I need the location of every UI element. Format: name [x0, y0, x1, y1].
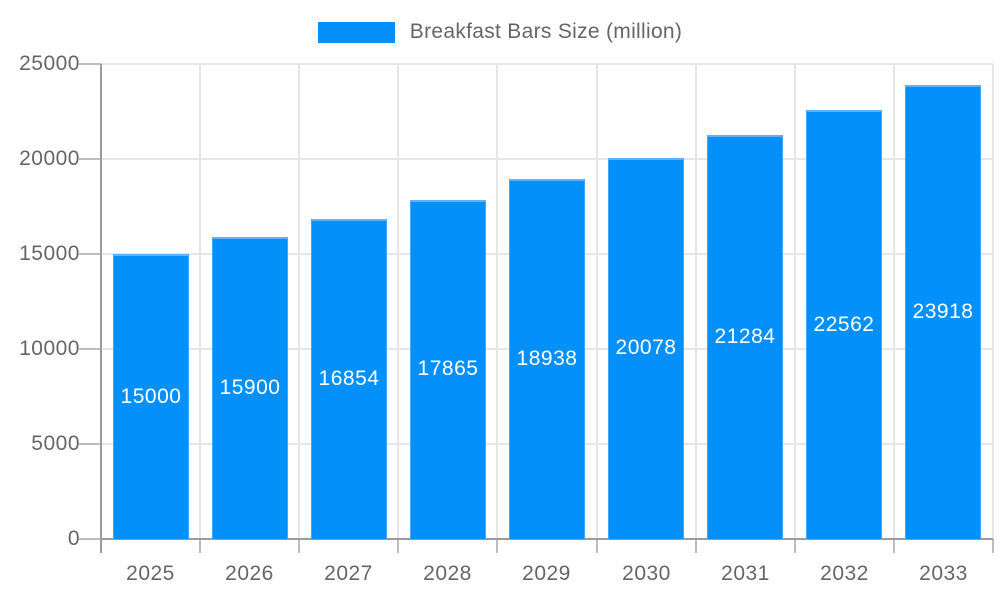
gridline-vertical: [496, 64, 499, 539]
legend-item[interactable]: Breakfast Bars Size (million): [317, 20, 683, 44]
bar-value-label: 17865: [417, 357, 479, 380]
gridline-vertical: [595, 64, 598, 539]
bar-value-label: 15900: [219, 376, 281, 399]
y-tick-label: 0: [67, 527, 80, 550]
x-tick-label: 2025: [126, 562, 175, 585]
gridline-vertical: [298, 64, 301, 539]
y-tick-label: 10000: [19, 337, 80, 360]
bar[interactable]: [410, 199, 486, 539]
y-axis-line: [100, 64, 102, 553]
y-axis-tick-mark: [79, 158, 101, 160]
bar[interactable]: [707, 134, 783, 539]
x-tick-label: 2030: [622, 562, 671, 585]
y-axis-tick-mark: [79, 253, 101, 255]
x-axis-tick-mark: [397, 539, 400, 553]
bar[interactable]: [608, 157, 684, 539]
x-axis-tick-mark: [694, 539, 697, 553]
bar-value-label: 21284: [714, 325, 776, 348]
bar[interactable]: [212, 236, 288, 539]
x-tick-label: 2026: [225, 562, 274, 585]
x-tick-label: 2032: [820, 562, 869, 585]
bar[interactable]: [905, 84, 981, 539]
bar[interactable]: [806, 110, 882, 539]
y-tick-label: 5000: [31, 432, 80, 455]
gridline-vertical: [694, 64, 697, 539]
gridline-vertical: [199, 64, 202, 539]
x-tick-label: 2029: [522, 562, 571, 585]
y-tick-label: 20000: [19, 147, 80, 170]
gridline-horizontal: [101, 158, 993, 160]
y-axis-tick-mark: [79, 348, 101, 350]
legend-swatch: [317, 21, 395, 43]
x-tick-label: 2031: [721, 562, 770, 585]
bar[interactable]: [509, 179, 585, 539]
x-tick-label: 2033: [919, 562, 968, 585]
gridline-vertical: [892, 64, 895, 539]
x-axis-tick-mark: [892, 539, 895, 553]
y-axis-tick-mark: [79, 63, 101, 65]
x-axis-tick-mark: [992, 539, 994, 553]
legend-label: Breakfast Bars Size (million): [409, 20, 683, 43]
x-axis-tick-mark: [496, 539, 499, 553]
x-axis-tick-mark: [298, 539, 301, 553]
y-tick-label: 25000: [19, 52, 80, 75]
bar-value-label: 18938: [516, 347, 578, 370]
gridline-vertical: [397, 64, 400, 539]
gridline-vertical: [793, 64, 796, 539]
x-tick-label: 2028: [423, 562, 472, 585]
y-axis-tick-mark: [79, 538, 101, 540]
x-tick-label: 2027: [324, 562, 373, 585]
bar-value-label: 22562: [813, 313, 875, 336]
y-axis-tick-mark: [79, 443, 101, 445]
x-axis-tick-mark: [199, 539, 202, 553]
bar-value-label: 23918: [912, 300, 974, 323]
gridline-horizontal: [101, 63, 993, 65]
bar-value-label: 20078: [615, 336, 677, 359]
bar-value-label: 15000: [120, 385, 182, 408]
x-axis-line: [101, 538, 993, 540]
bar-value-label: 16854: [318, 367, 380, 390]
bar[interactable]: [311, 218, 387, 539]
x-axis-tick-mark: [595, 539, 598, 553]
gridline-vertical: [992, 64, 994, 539]
x-axis-tick-mark: [793, 539, 796, 553]
bar[interactable]: [113, 254, 189, 539]
y-tick-label: 15000: [19, 242, 80, 265]
legend: Breakfast Bars Size (million): [0, 20, 1000, 44]
